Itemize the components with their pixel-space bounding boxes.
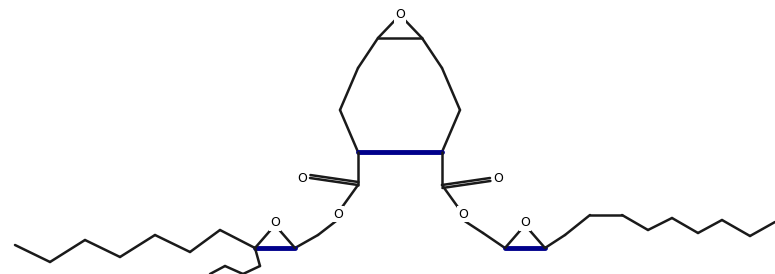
Text: O: O: [520, 216, 530, 230]
Text: O: O: [493, 172, 503, 184]
Text: O: O: [270, 216, 280, 230]
Text: O: O: [458, 207, 468, 221]
Text: O: O: [297, 172, 307, 184]
Text: O: O: [395, 8, 405, 21]
Text: O: O: [333, 207, 343, 221]
